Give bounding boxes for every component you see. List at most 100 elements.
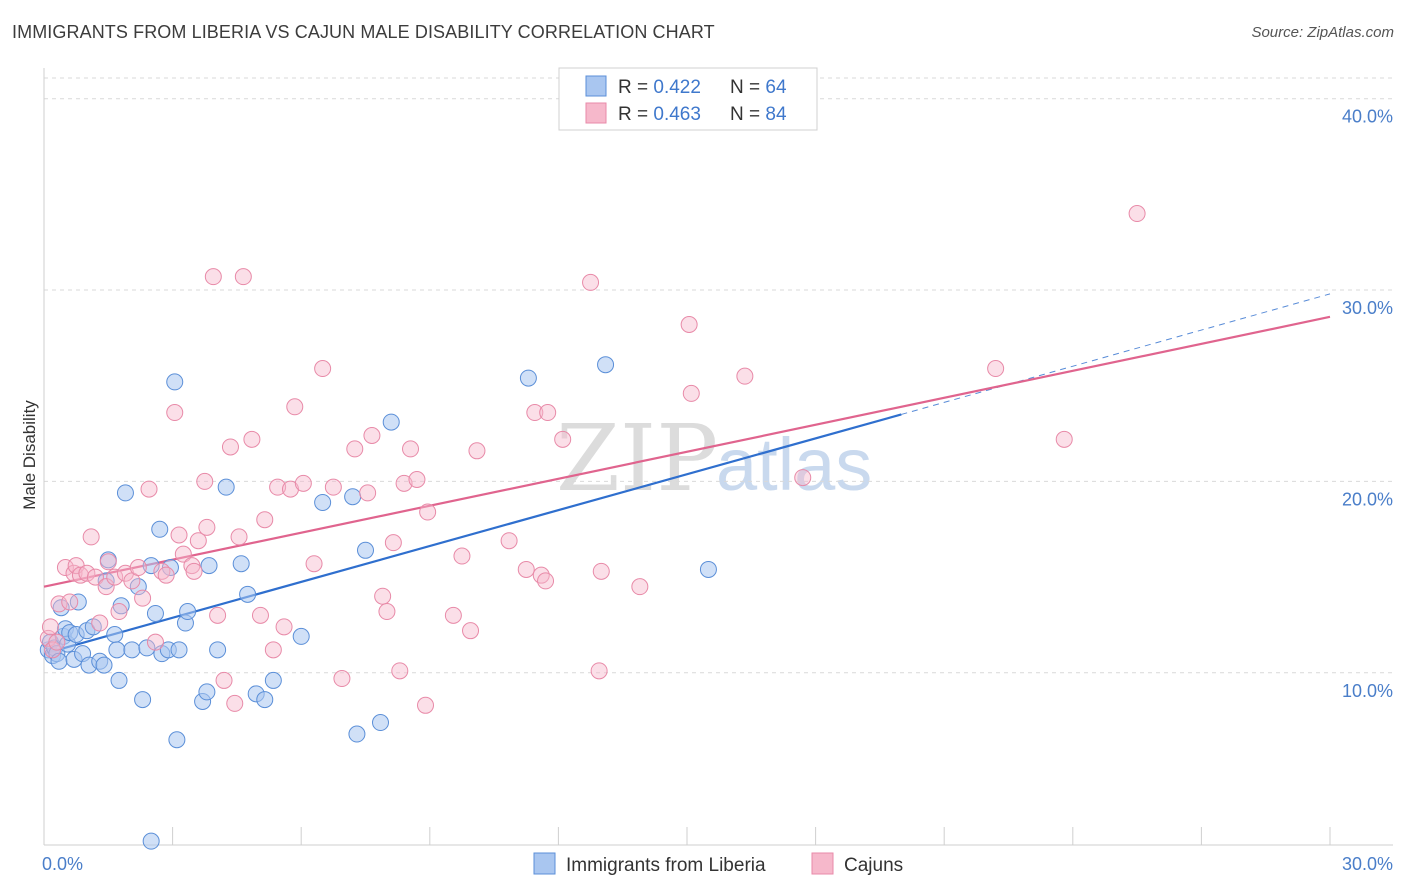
point-liberia-39 bbox=[170, 641, 188, 659]
x-tick-label-max: 30.0% bbox=[1342, 854, 1393, 874]
point-cajun-83 bbox=[736, 367, 754, 385]
point-liberia-20 bbox=[97, 572, 115, 590]
point-liberia-44 bbox=[200, 557, 218, 575]
legend-n-label-liberia: N = bbox=[730, 77, 765, 98]
point-cajun-25 bbox=[157, 566, 175, 584]
point-cajun-33 bbox=[198, 518, 216, 536]
point-cajun-9 bbox=[71, 566, 89, 584]
legend-r-value-liberia: 0.422 bbox=[653, 77, 701, 98]
point-liberia-19 bbox=[95, 656, 113, 674]
point-cajun-44 bbox=[264, 641, 282, 659]
point-cajun-67 bbox=[453, 547, 471, 565]
legend-r-value-cajun: 0.463 bbox=[653, 104, 701, 125]
point-cajun-22 bbox=[140, 480, 158, 498]
legend-row-liberia: R = 0.422 bbox=[618, 77, 701, 98]
y-tick-label-2: 30.0% bbox=[1342, 298, 1393, 318]
legend-r-label-liberia: R = bbox=[618, 77, 653, 98]
point-cajun-45 bbox=[269, 478, 287, 496]
point-liberia-59 bbox=[519, 369, 537, 387]
point-liberia-58 bbox=[382, 413, 400, 431]
point-cajun-58 bbox=[378, 603, 396, 621]
point-cajun-5 bbox=[56, 559, 74, 577]
point-cajun-34 bbox=[204, 268, 222, 286]
point-liberia-33 bbox=[151, 520, 169, 538]
point-cajun-30 bbox=[185, 562, 203, 580]
bottom-legend-label-cajun: Cajuns bbox=[844, 855, 903, 876]
point-liberia-61 bbox=[699, 560, 717, 578]
point-liberia-45 bbox=[209, 641, 227, 659]
point-cajun-13 bbox=[91, 614, 109, 632]
point-cajun-64 bbox=[417, 696, 435, 714]
point-cajun-51 bbox=[314, 360, 332, 378]
legend-n-cajun: N = 84 bbox=[730, 104, 787, 125]
point-cajun-79 bbox=[592, 562, 610, 580]
legend-swatch-cajun bbox=[585, 102, 607, 124]
point-liberia-57 bbox=[372, 714, 390, 732]
point-cajun-52 bbox=[324, 478, 342, 496]
point-cajun-36 bbox=[215, 671, 233, 689]
point-cajun-15 bbox=[99, 553, 117, 571]
legend-n-label-cajun: N = bbox=[730, 104, 765, 125]
point-cajun-10 bbox=[78, 564, 96, 582]
point-cajun-11 bbox=[82, 528, 100, 546]
point-liberia-37 bbox=[166, 373, 184, 391]
point-cajun-43 bbox=[256, 511, 274, 529]
point-cajun-28 bbox=[174, 545, 192, 563]
trend-line-liberia-extension bbox=[901, 293, 1331, 415]
legend-n-value-liberia: 64 bbox=[765, 77, 787, 98]
point-liberia-29 bbox=[134, 691, 152, 709]
point-liberia-62 bbox=[142, 832, 160, 850]
point-cajun-65 bbox=[419, 503, 437, 521]
point-liberia-28 bbox=[129, 578, 147, 596]
point-cajun-77 bbox=[582, 273, 600, 291]
legend-n-value-cajun: 84 bbox=[765, 104, 787, 125]
point-cajun-76 bbox=[554, 430, 572, 448]
axes bbox=[43, 68, 1393, 846]
y-tick-label-3: 40.0% bbox=[1342, 107, 1393, 127]
point-liberia-38 bbox=[168, 731, 186, 749]
y-tick-labels: 10.0% 20.0% 30.0% 40.0% bbox=[1342, 107, 1393, 701]
point-cajun-31 bbox=[189, 532, 207, 550]
x-tick-label-min: 0.0% bbox=[42, 854, 83, 874]
legend-r-label-cajun: R = bbox=[618, 104, 653, 125]
point-liberia-50 bbox=[256, 691, 274, 709]
series-liberia-points bbox=[39, 356, 717, 850]
point-cajun-56 bbox=[363, 426, 381, 444]
point-liberia-48 bbox=[239, 585, 257, 603]
point-liberia-22 bbox=[106, 626, 124, 644]
point-cajun-12 bbox=[86, 568, 104, 586]
point-cajun-57 bbox=[374, 587, 392, 605]
point-cajun-1 bbox=[41, 618, 59, 636]
top-legend: R = 0.422 N = 64 R = 0.463 N = 84 bbox=[558, 67, 818, 131]
point-cajun-72 bbox=[526, 404, 544, 422]
point-cajun-39 bbox=[230, 528, 248, 546]
point-cajun-23 bbox=[146, 633, 164, 651]
point-cajun-32 bbox=[196, 472, 214, 490]
legend-row-cajun: R = 0.463 bbox=[618, 104, 701, 125]
point-cajun-78 bbox=[590, 662, 608, 680]
point-liberia-23 bbox=[108, 641, 126, 659]
point-cajun-4 bbox=[50, 595, 68, 613]
point-cajun-46 bbox=[275, 618, 293, 636]
point-cajun-20 bbox=[129, 559, 147, 577]
bottom-legend-swatch-cajun bbox=[811, 852, 834, 875]
point-cajun-14 bbox=[97, 578, 115, 596]
chart-source: Source: ZipAtlas.com bbox=[1251, 24, 1394, 41]
point-cajun-70 bbox=[500, 532, 518, 550]
y-tick-label-0: 10.0% bbox=[1342, 681, 1393, 701]
point-liberia-30 bbox=[138, 639, 156, 657]
point-cajun-38 bbox=[226, 694, 244, 712]
point-cajun-37 bbox=[221, 438, 239, 456]
y-tick-label-1: 20.0% bbox=[1342, 489, 1393, 509]
y-axis-title: Male Disability bbox=[20, 400, 39, 510]
point-cajun-60 bbox=[391, 662, 409, 680]
point-liberia-31 bbox=[142, 557, 160, 575]
point-cajun-26 bbox=[166, 404, 184, 422]
point-cajun-87 bbox=[1128, 205, 1146, 223]
point-cajun-53 bbox=[333, 670, 351, 688]
point-cajun-21 bbox=[134, 589, 152, 607]
point-liberia-47 bbox=[232, 555, 250, 573]
bottom-legend: Immigrants from Liberia Cajuns bbox=[533, 852, 903, 876]
watermark-zip: ZIP bbox=[556, 405, 718, 512]
point-cajun-62 bbox=[402, 440, 420, 458]
